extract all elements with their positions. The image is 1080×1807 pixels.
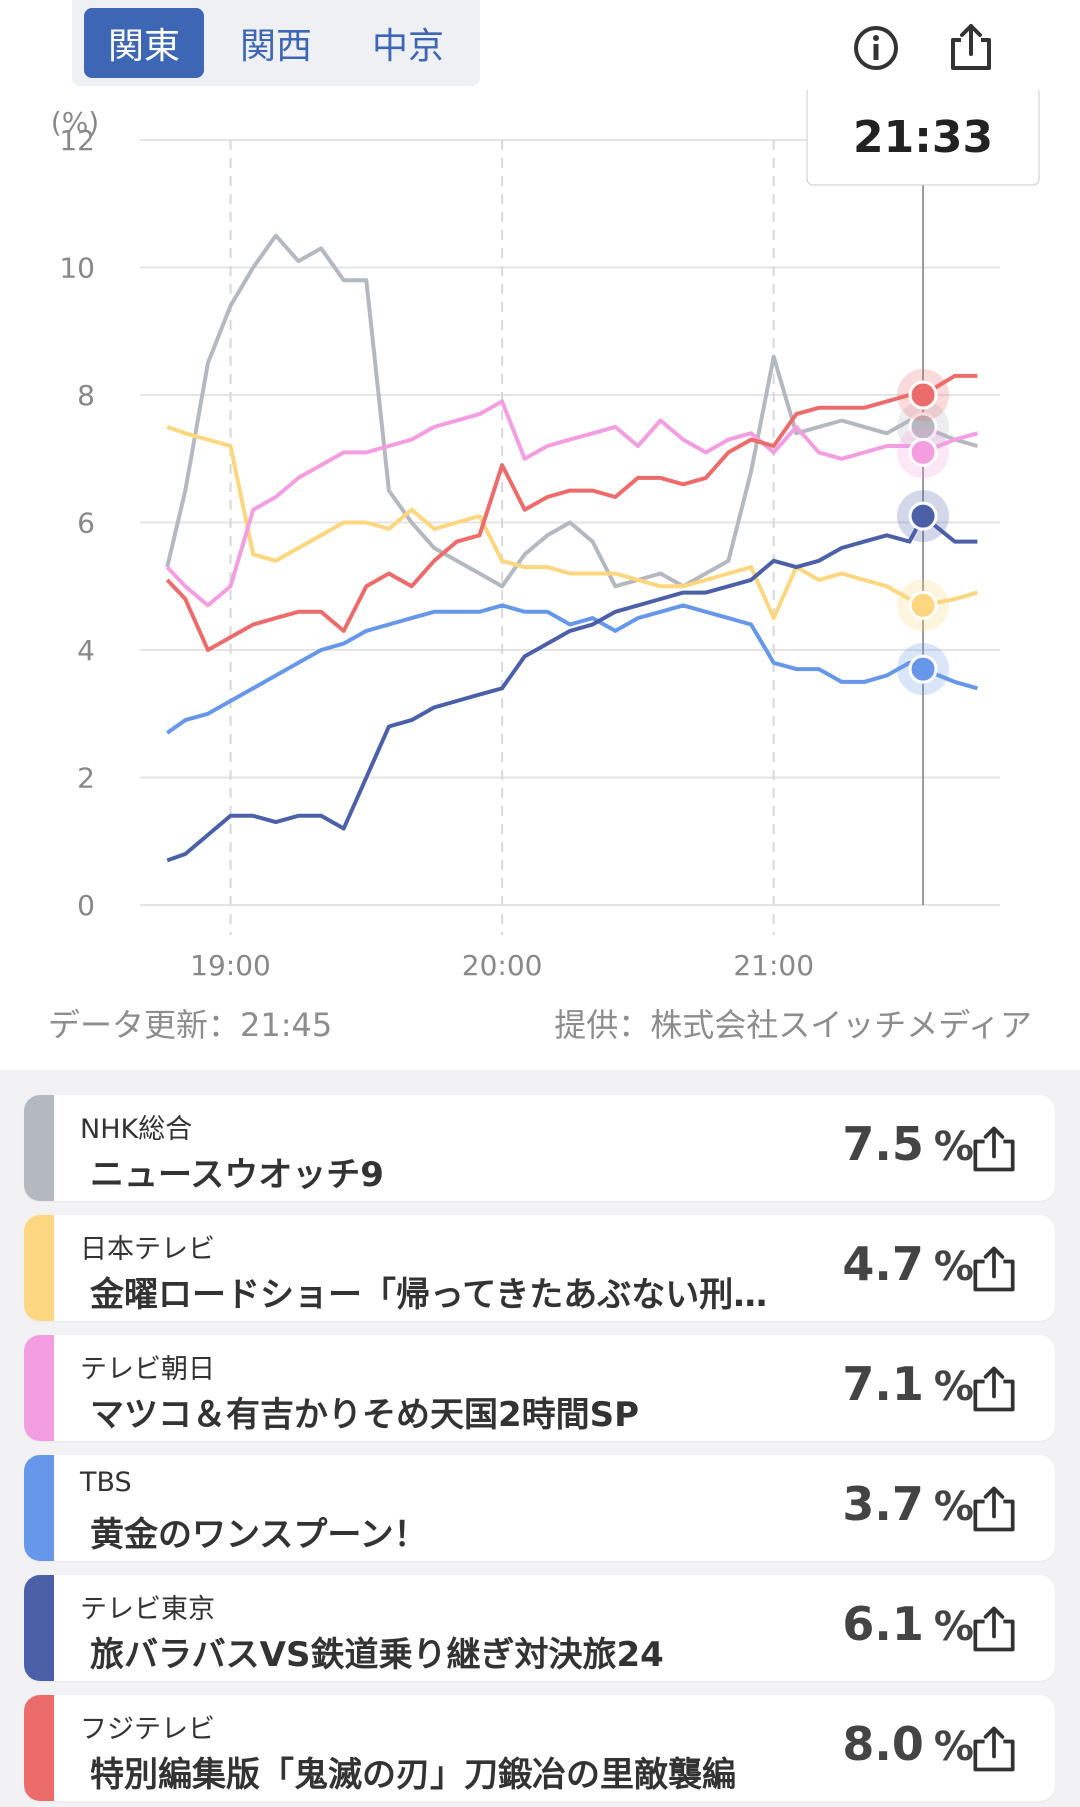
program-title: ニュースウオッチ9 — [90, 1155, 384, 1195]
series-line — [166, 514, 978, 863]
series-point — [908, 380, 938, 410]
program-card-nhk[interactable]: NHK総合 ニュースウオッチ9 7.5% — [24, 1095, 1055, 1201]
x-tick-label: 19:00 — [190, 949, 271, 982]
share-icon[interactable] — [966, 1601, 1022, 1657]
y-tick-label: 10 — [59, 252, 95, 285]
y-tick-label: 2 — [77, 762, 95, 795]
program-title: 旅バラバスVS鉄道乗り継ぎ対決旅24 — [90, 1635, 664, 1675]
program-title: 黄金のワンスプーン！ — [90, 1515, 428, 1555]
x-tick-label: 21:00 — [733, 949, 814, 982]
ratings-chart: 0 2 4 6 8 10 12 19:00 20:00 21:00 21:33 (%) — [51, 90, 1040, 982]
program-title: 金曜ロードショー「帰ってきたあぶない刑事」 — [90, 1275, 800, 1315]
channel-name: 日本テレビ — [80, 1234, 215, 1265]
x-tick-label: 20:00 — [462, 949, 543, 982]
y-tick-label: 8 — [77, 379, 95, 412]
channel-name: NHK総合 — [80, 1114, 193, 1145]
series-point — [908, 437, 938, 467]
series-line — [166, 425, 978, 621]
series-point — [908, 654, 938, 684]
channel-color-bar — [24, 1575, 54, 1681]
program-card-tv-asahi[interactable]: テレビ朝日 マツコ＆有吉かりそめ天国2時間SP 7.1% — [24, 1335, 1055, 1441]
program-card-tbs[interactable]: TBS 黄金のワンスプーン！ 3.7% — [24, 1455, 1055, 1561]
tab-kanto[interactable]: 関東 — [84, 8, 204, 78]
series-point — [908, 501, 938, 531]
program-card-ntv[interactable]: 日本テレビ 金曜ロードショー「帰ってきたあぶない刑事」 4.7% — [24, 1215, 1055, 1321]
program-title: マツコ＆有吉かりそめ天国2時間SP — [90, 1395, 640, 1435]
tab-kansai[interactable]: 関西 — [239, 26, 312, 67]
y-axis-unit: (%) — [51, 106, 99, 139]
program-card-fuji[interactable]: フジテレビ 特別編集版「鬼滅の刃」刀鍛冶の里敵襲編 8.0% — [24, 1695, 1055, 1801]
series-point — [908, 590, 938, 620]
channel-name: テレビ朝日 — [80, 1354, 215, 1385]
share-icon[interactable] — [966, 1721, 1022, 1777]
data-source: 提供：株式会社スイッチメディア — [554, 1006, 1032, 1044]
rating-value: 4.7% — [842, 1237, 974, 1291]
share-icon[interactable] — [966, 1121, 1022, 1177]
share-icon[interactable] — [941, 18, 1001, 78]
region-tab-bar: 関東 関西 中京 — [72, 0, 480, 86]
series-line — [165, 233, 978, 589]
channel-color-bar — [24, 1455, 54, 1561]
channel-name: テレビ東京 — [80, 1594, 215, 1625]
series-line — [166, 603, 978, 735]
y-tick-label: 0 — [77, 889, 95, 922]
share-icon[interactable] — [966, 1481, 1022, 1537]
info-icon[interactable] — [846, 18, 906, 78]
cursor-time-label: 21:33 — [853, 112, 993, 163]
channel-color-bar — [24, 1215, 54, 1321]
y-tick-label: 6 — [77, 507, 95, 540]
channel-color-bar — [24, 1335, 54, 1441]
rating-value: 7.5% — [842, 1117, 974, 1171]
rating-value: 8.0% — [842, 1717, 974, 1771]
series-line — [165, 373, 978, 652]
channel-name: フジテレビ — [80, 1714, 215, 1745]
program-title: 特別編集版「鬼滅の刃」刀鍛冶の里敵襲編 — [90, 1755, 736, 1795]
y-tick-label: 4 — [77, 634, 95, 667]
share-icon[interactable] — [966, 1361, 1022, 1417]
share-icon[interactable] — [966, 1241, 1022, 1297]
channel-name: TBS — [80, 1467, 132, 1498]
rating-value: 3.7% — [842, 1477, 974, 1531]
y-tick-label: 12 — [59, 124, 95, 157]
series-line — [165, 399, 978, 608]
program-card-tv-tokyo[interactable]: テレビ東京 旅バラバスVS鉄道乗り継ぎ対決旅24 6.1% — [24, 1575, 1055, 1681]
tab-chukyo[interactable]: 中京 — [371, 26, 444, 67]
rating-value: 6.1% — [842, 1597, 974, 1651]
channel-color-bar — [24, 1095, 54, 1201]
rating-value: 7.1% — [842, 1357, 974, 1411]
channel-color-bar — [24, 1695, 54, 1801]
update-time: データ更新：21:45 — [48, 1006, 333, 1044]
